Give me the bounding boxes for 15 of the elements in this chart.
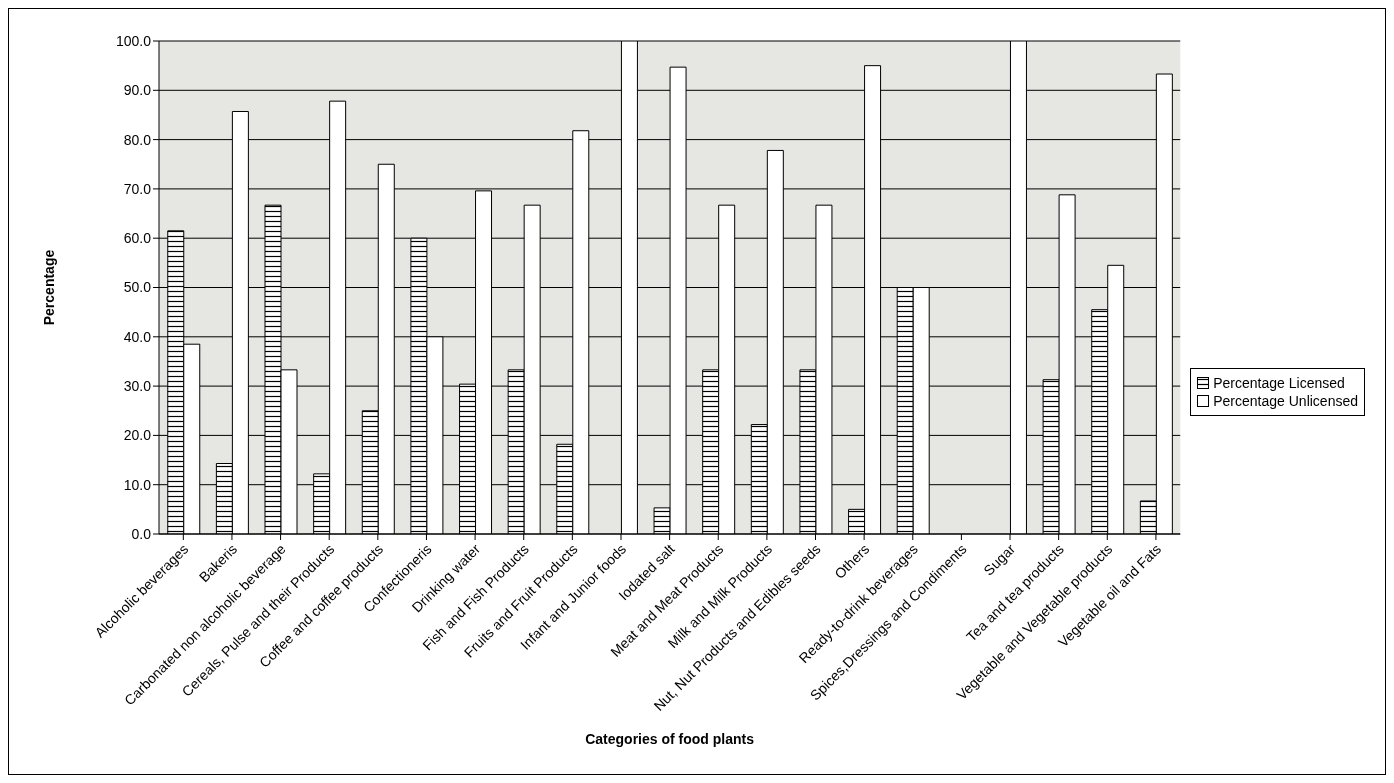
- y-tick-label: 100.0: [115, 32, 152, 49]
- y-tick-label: 50.0: [123, 279, 152, 296]
- y-tick-label: 30.0: [123, 378, 152, 395]
- legend-label: Percentage Licensed: [1213, 374, 1345, 391]
- y-tick-label: 20.0: [123, 427, 152, 444]
- y-axis-title: Percentage: [40, 249, 57, 326]
- y-tick-label: 70.0: [123, 180, 152, 197]
- y-tick-label: 0.0: [131, 525, 152, 542]
- legend-label: Percentage Unlicensed: [1213, 392, 1358, 409]
- y-tick-label: 10.0: [123, 476, 152, 493]
- y-tick-label: 60.0: [123, 230, 152, 247]
- y-tick-label: 40.0: [123, 328, 152, 345]
- y-tick-label: 90.0: [123, 82, 152, 99]
- y-tick-label: 80.0: [123, 131, 152, 148]
- x-axis-title: Categories of food plants: [585, 731, 755, 747]
